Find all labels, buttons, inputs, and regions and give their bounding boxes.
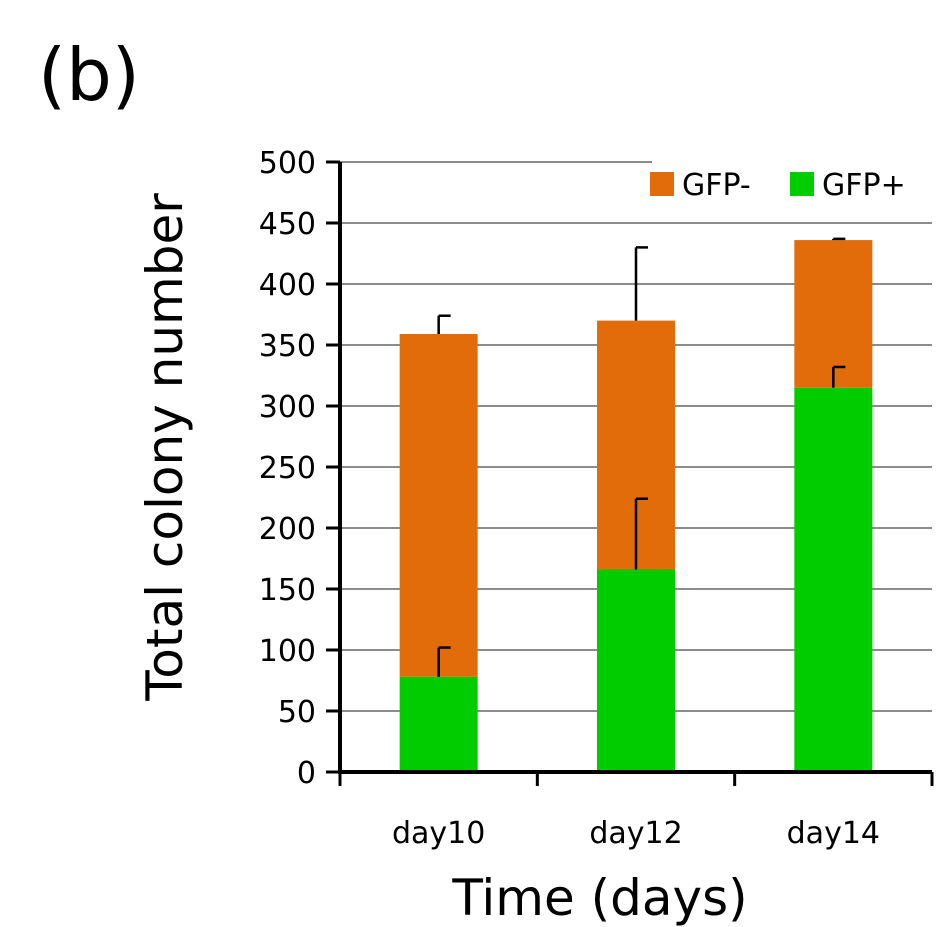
error-bars <box>437 237 846 677</box>
y-tick-label: 250 <box>259 451 316 486</box>
y-axis-title: Total colony number <box>136 193 194 702</box>
y-tick-label: 150 <box>259 573 316 608</box>
y-tick-label: 450 <box>259 207 316 242</box>
bar-gfpplus-day14 <box>794 387 873 772</box>
x-axis-title: Time (days) <box>451 869 747 927</box>
y-tick-label: 50 <box>278 695 316 730</box>
y-tick-labels: 0 50 100 150 200 250 300 350 400 450 500 <box>259 146 316 791</box>
bars <box>399 240 873 772</box>
x-category-label: day10 <box>392 816 485 851</box>
legend-item-gfpplus: GFP+ <box>790 168 906 203</box>
legend-label: GFP- <box>682 168 751 203</box>
x-category-labels: day10 day12 day14 <box>392 816 880 851</box>
x-category-label: day14 <box>787 816 880 851</box>
y-tick-label: 200 <box>259 512 316 547</box>
legend-item-gfpminus: GFP- <box>650 168 751 203</box>
panel-label: (b) <box>38 33 140 117</box>
legend-label: GFP+ <box>822 168 906 203</box>
y-tick-label: 100 <box>259 634 316 669</box>
y-tick-label: 500 <box>259 146 316 181</box>
y-tick-label: 300 <box>259 390 316 425</box>
legend-swatch <box>650 172 674 196</box>
error-bar-day14 <box>832 365 846 388</box>
bar-gfpminus-day10 <box>399 334 478 677</box>
error-bar-day12 <box>634 246 648 321</box>
bar-gfpplus-day12 <box>597 569 675 772</box>
error-bar-day10 <box>437 646 451 677</box>
axes <box>326 160 934 786</box>
x-category-label: day12 <box>589 816 682 851</box>
y-tick-label: 400 <box>259 268 316 303</box>
bar-gfpminus-day14 <box>794 240 873 388</box>
y-tick-label: 350 <box>259 329 316 364</box>
error-bar-day14 <box>832 237 846 241</box>
bar-gfpplus-day10 <box>399 676 478 772</box>
legend-swatch <box>790 172 814 196</box>
error-bar-day10 <box>437 314 451 335</box>
error-bar-day12 <box>634 497 648 570</box>
y-tick-label: 0 <box>297 756 316 791</box>
legend: GFP- GFP+ <box>650 168 906 203</box>
